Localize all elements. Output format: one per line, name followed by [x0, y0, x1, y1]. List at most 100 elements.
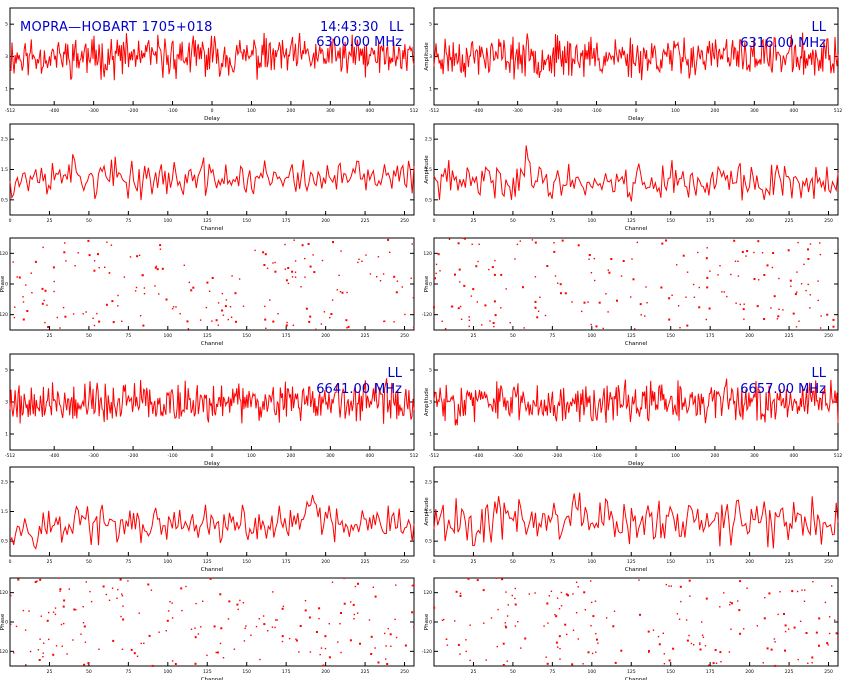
x-tick-label: 200	[745, 669, 754, 675]
phase-point	[819, 253, 822, 256]
phase-point	[267, 630, 269, 632]
amplitude-trace	[433, 492, 839, 549]
y-tick-label: 120	[0, 251, 8, 257]
phase-point	[476, 301, 478, 303]
y-tick-label: 5	[429, 22, 432, 28]
x-tick-label: 150	[666, 218, 675, 224]
phase-point	[395, 291, 398, 294]
phase-point	[505, 626, 508, 629]
phase-point	[468, 316, 470, 318]
phase-point	[234, 292, 237, 295]
phase-point	[739, 303, 741, 306]
phase-point	[121, 320, 123, 322]
phase-point	[158, 293, 160, 295]
x-tick-label: 0	[635, 453, 638, 459]
phase-point	[288, 637, 291, 640]
x-tick-label: 25	[471, 669, 477, 675]
phase-point	[534, 241, 537, 244]
phase-point	[217, 324, 219, 326]
phase-point	[199, 319, 202, 321]
x-tick-label: 75	[549, 218, 555, 224]
phase-point	[10, 623, 12, 625]
x-tick-label: -512	[429, 453, 439, 459]
x-tick-label: 250	[824, 669, 833, 675]
phase-point	[143, 287, 146, 289]
phase-point	[26, 310, 29, 312]
phase-point	[140, 642, 142, 645]
phase-point	[505, 288, 507, 290]
phase-point	[587, 301, 589, 303]
phase-point	[346, 327, 348, 329]
x-tick-label: 150	[666, 669, 675, 675]
phase-point	[590, 625, 592, 627]
phase-point	[269, 299, 271, 301]
phase-point	[315, 631, 318, 633]
phase-point	[517, 621, 519, 623]
phase-point	[353, 613, 355, 616]
phase-point	[723, 592, 725, 594]
amplitude-trace	[9, 494, 415, 550]
phase-point	[559, 647, 561, 650]
x-tick-label: 512	[834, 453, 843, 459]
phase-point	[72, 639, 74, 641]
x-tick-label: 400	[366, 453, 375, 459]
phase-point	[168, 610, 170, 612]
phase-point	[186, 320, 189, 323]
phase-point	[441, 320, 443, 322]
polarization-label: LL	[812, 20, 827, 35]
phase-point	[688, 579, 691, 582]
phase-point	[583, 591, 586, 594]
phase-point	[796, 291, 798, 293]
phase-point	[701, 621, 703, 623]
phase-point	[340, 612, 342, 614]
phase-point	[53, 290, 55, 293]
x-tick-label: 25	[47, 669, 53, 675]
phase-point	[286, 321, 288, 324]
phase-point	[90, 600, 93, 603]
phase-point	[614, 661, 617, 664]
phase-point	[712, 662, 715, 665]
phase-point	[328, 623, 330, 625]
phase-point	[264, 305, 266, 308]
phase-point	[561, 239, 564, 242]
phase-point	[385, 645, 387, 647]
x-axis-label: Delay	[628, 116, 645, 122]
phase-point	[522, 286, 524, 289]
x-tick-label: 75	[125, 333, 131, 339]
phase-point	[662, 632, 664, 634]
phase-point	[97, 253, 99, 256]
x-tick-label: 512	[834, 108, 843, 114]
phase-point	[43, 299, 45, 302]
phase-point	[547, 622, 549, 624]
phase-point	[798, 320, 800, 322]
x-tick-label: 75	[549, 669, 555, 675]
phase-point	[590, 580, 592, 582]
phase-point	[319, 653, 321, 656]
phase-point	[646, 302, 648, 304]
phase-point	[685, 619, 688, 621]
phase-point	[835, 632, 838, 635]
phase-point	[287, 267, 290, 269]
phase-point	[477, 260, 479, 263]
phase-point	[506, 615, 509, 617]
phase-point	[16, 276, 18, 278]
phase-point	[459, 592, 462, 595]
phase-point	[514, 603, 517, 606]
phase-point	[148, 634, 151, 637]
phase-point	[469, 659, 471, 662]
phase-point	[190, 289, 193, 292]
phase-point	[52, 611, 55, 613]
phase-point	[758, 279, 760, 281]
phase-point	[281, 607, 284, 610]
phase-point	[803, 600, 806, 602]
phase-point	[457, 307, 460, 310]
phase-point	[577, 244, 580, 247]
phase-point	[34, 260, 37, 263]
phase-point	[181, 609, 183, 612]
phase-point	[787, 628, 790, 630]
phase-point	[556, 597, 559, 599]
phase-point	[459, 281, 461, 283]
x-tick-label: 0	[9, 218, 12, 224]
phase-point	[470, 295, 473, 297]
y-tick-label: 5	[5, 22, 8, 28]
